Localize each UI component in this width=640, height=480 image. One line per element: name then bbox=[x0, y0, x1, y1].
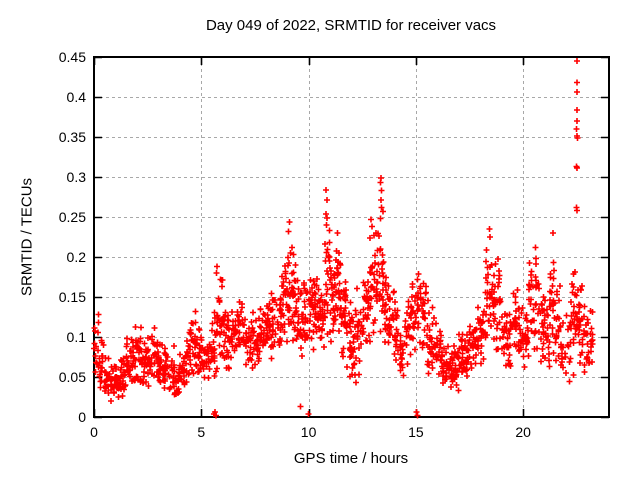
x-tick-label: 15 bbox=[408, 424, 424, 440]
chart-title: Day 049 of 2022, SRMTID for receiver vac… bbox=[205, 17, 497, 34]
y-tick-label: 0.25 bbox=[58, 209, 86, 225]
y-tick-label: 0.2 bbox=[66, 249, 86, 265]
grid-lines bbox=[94, 57, 609, 417]
x-axis-label: GPS time / hours bbox=[293, 450, 409, 467]
x-tick-label: 0 bbox=[90, 424, 98, 440]
x-tick-label: 10 bbox=[300, 424, 317, 440]
y-tick-label: 0.1 bbox=[66, 329, 86, 345]
y-tick-label: 0.3 bbox=[66, 169, 86, 185]
y-tick-label: 0.35 bbox=[58, 129, 86, 145]
y-tick-label: 0 bbox=[78, 409, 86, 425]
y-tick-label: 0.45 bbox=[58, 49, 86, 65]
y-tick-label: 0.05 bbox=[58, 369, 86, 385]
y-tick-label: 0.15 bbox=[58, 289, 86, 305]
plot-border bbox=[93, 56, 610, 418]
y-tick-label: 0.4 bbox=[66, 89, 86, 105]
x-tick-label: 5 bbox=[197, 424, 206, 440]
x-tick-label: 20 bbox=[515, 424, 531, 440]
scatter-points bbox=[91, 58, 596, 419]
